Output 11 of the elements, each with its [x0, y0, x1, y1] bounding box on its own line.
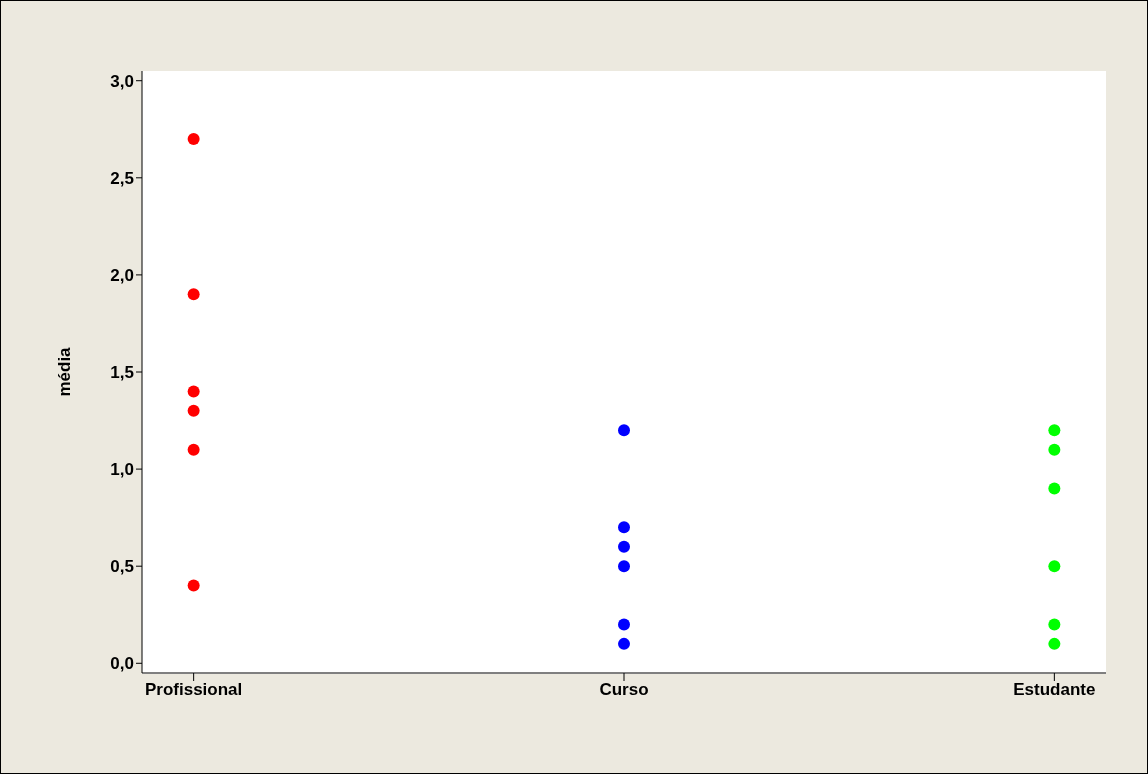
x-tick-label: Profissional: [144, 680, 243, 700]
y-tick-label: 3,0: [110, 71, 134, 91]
x-tick-label: Curso: [599, 680, 649, 700]
y-tick-label: 0,5: [110, 557, 134, 577]
y-tick-label: 2,5: [110, 168, 134, 188]
y-tick-label: 1,5: [110, 363, 134, 383]
y-tick-label: 0,0: [110, 654, 134, 674]
x-tick-label: Estudante: [1013, 680, 1096, 700]
y-tick-label: 1,0: [110, 460, 134, 480]
y-tick-label: 2,0: [110, 265, 134, 285]
y-axis-title: média: [55, 346, 75, 397]
